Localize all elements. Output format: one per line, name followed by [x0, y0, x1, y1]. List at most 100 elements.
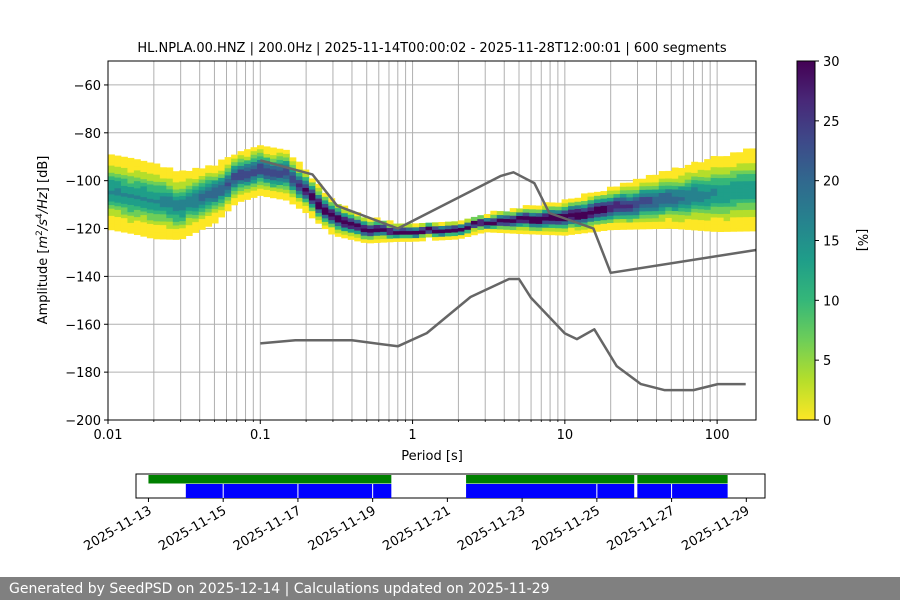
heatmap-cell — [743, 209, 750, 214]
heatmap-cell — [295, 201, 303, 206]
heatmap-cell — [172, 221, 180, 226]
heatmap-cell — [555, 209, 562, 214]
heatmap-cell — [120, 210, 128, 215]
heatmap-cell — [198, 175, 206, 180]
heatmap-cell — [704, 220, 712, 225]
heatmap-cell — [457, 231, 465, 236]
heatmap-cell — [678, 218, 686, 223]
heatmap-cell — [295, 186, 303, 191]
heatmap-cell — [257, 170, 264, 175]
heatmap-cell — [626, 214, 634, 219]
heatmap-cell — [652, 192, 660, 197]
heatmap-cell — [749, 220, 757, 225]
heatmap-cell — [438, 236, 446, 241]
heatmap-cell — [490, 214, 498, 219]
heatmap-cell — [114, 216, 122, 221]
heatmap-cell — [658, 224, 666, 229]
heatmap-cell — [665, 217, 673, 222]
heatmap-cell — [205, 194, 213, 199]
heatmap-cell — [263, 164, 271, 169]
heatmap-cell — [743, 155, 750, 160]
heatmap-cell — [257, 156, 264, 161]
heatmap-cell — [198, 193, 206, 198]
heatmap-cell — [153, 231, 161, 236]
heatmap-cell — [127, 200, 135, 205]
heatmap-cell — [606, 215, 614, 220]
heatmap-cell — [412, 237, 420, 242]
heatmap-cell — [263, 193, 271, 198]
heatmap-cell — [341, 219, 349, 224]
heatmap-cell — [594, 195, 601, 200]
heatmap-cell — [619, 215, 627, 220]
heatmap-cell — [218, 188, 226, 193]
heatmap-cell — [671, 167, 679, 172]
heatmap-cell — [257, 163, 264, 168]
heatmap-cell — [723, 174, 731, 179]
heatmap-cell — [218, 177, 226, 182]
heatmap-cell — [244, 170, 251, 175]
heatmap-cell — [146, 212, 154, 217]
heatmap-cell — [710, 184, 718, 189]
heatmap-cell — [509, 218, 517, 223]
heatmap-cell — [205, 201, 213, 206]
heatmap-cell — [315, 208, 323, 213]
heatmap-cell — [626, 186, 634, 191]
heatmap-cell — [658, 185, 666, 190]
heatmap-cell — [114, 202, 122, 207]
heatmap-cell — [483, 214, 491, 219]
heatmap-cell — [658, 171, 666, 176]
heatmap-cell — [354, 230, 362, 235]
heatmap-cell — [574, 201, 582, 206]
heatmap-cell — [678, 196, 686, 201]
heatmap-cell — [658, 178, 666, 183]
heatmap-cell — [704, 191, 712, 196]
heatmap-cell — [360, 220, 368, 225]
heatmap-cell — [146, 227, 154, 232]
heatmap-cell — [263, 153, 271, 158]
heatmap-cell — [380, 224, 388, 229]
heatmap-cell — [613, 225, 621, 230]
heatmap-cell — [192, 203, 200, 208]
heatmap-cell — [665, 206, 673, 211]
heatmap-cell — [743, 198, 750, 203]
heatmap-cell — [120, 189, 128, 194]
heatmap-cell — [691, 212, 699, 217]
heatmap-cell — [600, 191, 608, 196]
heatmap-cell — [146, 223, 154, 228]
heatmap-cell — [172, 171, 180, 176]
heatmap-cell — [120, 160, 128, 165]
heatmap-cell — [263, 167, 271, 172]
heatmap-cell — [166, 232, 174, 237]
heatmap-cell — [710, 220, 718, 225]
heatmap-cell — [736, 198, 744, 203]
heatmap-cell — [380, 231, 388, 236]
heatmap-cell — [658, 192, 666, 197]
heatmap-cell — [574, 230, 582, 235]
heatmap-cell — [250, 186, 258, 191]
heatmap-cell — [282, 157, 290, 162]
timeline-tick-label: 2025-11-23 — [455, 503, 528, 554]
heatmap-cell — [218, 163, 226, 168]
heatmap-cell — [736, 152, 744, 157]
heatmap-cell — [613, 208, 621, 213]
heatmap-cell — [710, 173, 718, 178]
heatmap-cell — [645, 221, 653, 226]
availability-segment — [148, 475, 392, 484]
heatmap-cell — [600, 209, 608, 214]
heatmap-cell — [341, 209, 349, 214]
heatmap-cell — [108, 190, 115, 195]
heatmap-cell — [224, 178, 232, 183]
heatmap-cell — [691, 222, 699, 227]
heatmap-cell — [645, 178, 653, 183]
heatmap-cell — [250, 175, 258, 180]
heatmap-cell — [529, 208, 537, 213]
heatmap-cell — [211, 183, 219, 188]
heatmap-cell — [736, 177, 744, 182]
heatmap-cell — [529, 216, 537, 221]
heatmap-cell — [470, 220, 478, 225]
heatmap-cell — [574, 215, 582, 220]
heatmap-cell — [315, 198, 323, 203]
heatmap-cell — [244, 181, 251, 186]
x-tick-label: 1 — [408, 428, 416, 443]
